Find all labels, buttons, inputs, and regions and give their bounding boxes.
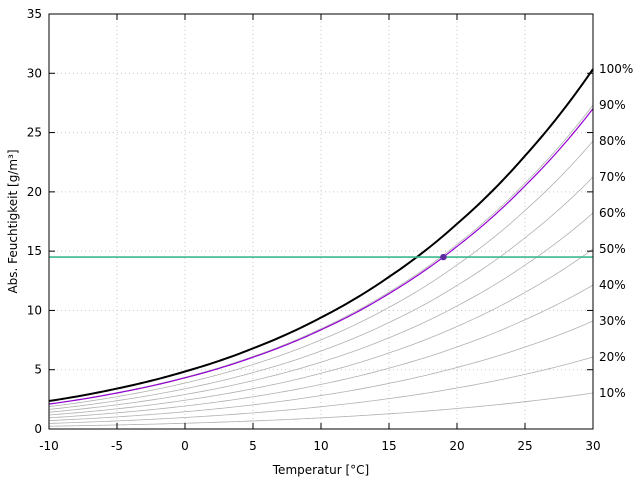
rh-curve [48,356,594,424]
x-tick-label: -10 [39,439,59,453]
rh-curve [48,140,594,408]
curve-label: 20% [599,350,626,364]
x-tick-label: 30 [585,439,600,453]
curve-label: 60% [599,206,626,220]
x-tick-label: 10 [313,439,328,453]
rh-curve [48,248,594,416]
x-tick-label: 0 [181,439,189,453]
y-tick-label: 25 [27,126,42,140]
rh-curve [48,320,594,422]
highlight-curve [48,108,594,405]
rh-curve [48,176,594,410]
y-tick-label: 35 [27,7,42,21]
rh-curve [48,212,594,413]
rh-curve [48,284,594,419]
curve-label: 80% [599,134,626,148]
x-axis-label: Temperatur [°C] [272,463,369,477]
x-tick-label: 20 [449,439,464,453]
y-tick-label: 5 [34,363,42,377]
curve-label: 10% [599,386,626,400]
x-tick-label: -5 [111,439,123,453]
curve-label: 70% [599,170,626,184]
y-tick-label: 15 [27,244,42,258]
curve-label: 90% [599,98,626,112]
rh-curve [48,392,594,427]
y-tick-label: 20 [27,185,42,199]
curve-label: 50% [599,242,626,256]
y-axis-label: Abs. Feuchtigkeit [g/m³] [6,149,20,293]
y-tick-label: 0 [34,422,42,436]
saturation-curve [48,68,594,403]
y-tick-label: 30 [27,66,42,80]
curve-label: 100% [599,62,633,76]
curves [48,68,594,427]
y-tick-label: 10 [27,303,42,317]
x-tick-label: 25 [517,439,532,453]
axes: 100% 90% 80% 70% 60% 50% 40% 30% 20% 10% -10 -5 0 5 10… [27,7,634,453]
x-tick-label: 15 [381,439,396,453]
overlays [49,253,593,261]
curve-label: 40% [599,278,626,292]
grid [49,14,593,429]
data-point [440,253,447,261]
x-tick-label: 5 [249,439,257,453]
curve-label: 30% [599,314,626,328]
